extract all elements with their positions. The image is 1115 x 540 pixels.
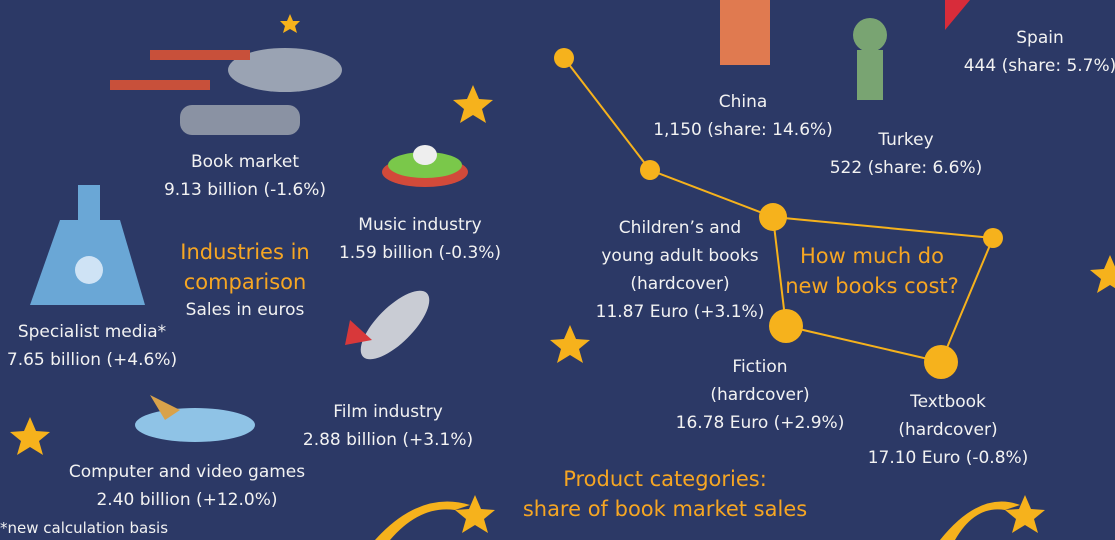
industry-name: Book market — [191, 148, 299, 176]
price-name: Children’s and — [619, 214, 741, 242]
footnote: *new calculation basis — [0, 514, 168, 540]
spaceship — [110, 48, 342, 135]
price-value: 11.87 Euro (+3.1%) — [596, 298, 765, 326]
price-name: young adult books — [601, 242, 758, 270]
plane — [135, 395, 255, 442]
price-name: Textbook — [910, 388, 986, 416]
industry-name: Computer and video games — [69, 458, 305, 486]
industry-name: Specialist media* — [18, 318, 166, 346]
industry-value: 9.13 billion (-1.6%) — [164, 176, 326, 204]
astronaut — [720, 0, 970, 100]
country-value: 522 (share: 6.6%) — [830, 154, 983, 182]
industry-value: 7.65 billion (+4.6%) — [7, 346, 177, 374]
infographic: Book market 9.13 billion (-1.6%) Music i… — [0, 0, 1115, 540]
price-name: (hardcover) — [898, 416, 997, 444]
heading: Product categories: — [563, 465, 767, 493]
price-name: (hardcover) — [710, 381, 809, 409]
industry-value: 2.88 billion (+3.1%) — [303, 426, 473, 454]
country-value: 1,150 (share: 14.6%) — [653, 116, 833, 144]
price-name: (hardcover) — [630, 270, 729, 298]
heading: comparison — [184, 268, 307, 296]
industry-value: 2.40 billion (+12.0%) — [96, 486, 277, 514]
industry-name: Music industry — [358, 211, 481, 239]
capsule — [30, 185, 145, 305]
country-name: Turkey — [878, 126, 933, 154]
country-value: 444 (share: 5.7%) — [964, 52, 1115, 80]
ufo — [382, 145, 468, 187]
rocket — [345, 280, 440, 369]
industry-name: Film industry — [333, 398, 443, 426]
country-name: Spain — [1016, 24, 1064, 52]
heading: new books cost? — [785, 272, 959, 300]
heading: share of book market sales — [523, 495, 807, 523]
industry-value: 1.59 billion (-0.3%) — [339, 239, 501, 267]
heading: How much do — [800, 242, 944, 270]
price-name: Fiction — [732, 353, 787, 381]
heading: Industries in — [180, 238, 309, 266]
subtitle: Sales in euros — [186, 296, 305, 324]
price-value: 16.78 Euro (+2.9%) — [676, 409, 845, 437]
country-name: China — [719, 88, 768, 116]
price-value: 17.10 Euro (-0.8%) — [868, 444, 1029, 472]
